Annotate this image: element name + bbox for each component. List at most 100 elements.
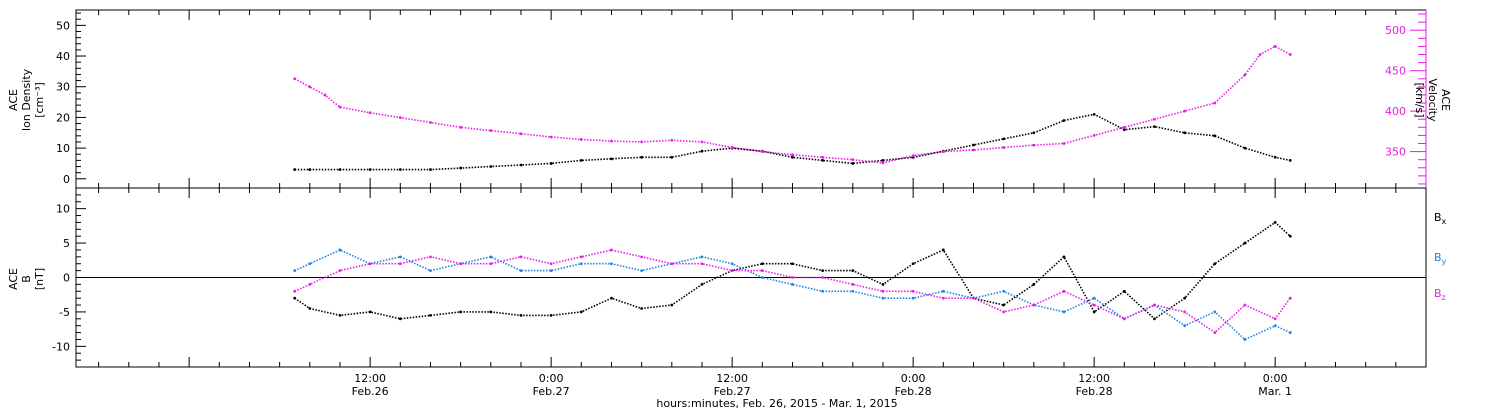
data-point <box>1092 303 1096 307</box>
data-point <box>549 269 553 273</box>
data-point <box>700 282 704 286</box>
data-point <box>1183 131 1187 135</box>
top-plot-points <box>293 45 1292 171</box>
data-point <box>398 317 402 321</box>
data-point <box>791 262 794 266</box>
data-point <box>1153 117 1156 121</box>
data-point <box>640 269 644 273</box>
data-point <box>1183 310 1187 314</box>
data-point <box>1243 303 1247 307</box>
data-point <box>640 140 644 144</box>
data-point <box>821 276 825 279</box>
top-right-tick-label: 400 <box>1385 105 1406 118</box>
data-point <box>851 162 855 165</box>
data-point <box>519 132 523 136</box>
data-point <box>670 262 674 266</box>
data-point <box>308 262 312 266</box>
data-point <box>308 85 312 89</box>
data-point <box>368 111 372 115</box>
x-tick-time-label: 0:00 <box>1263 372 1288 385</box>
data-point <box>851 158 855 162</box>
data-point <box>579 138 583 141</box>
data-point <box>972 148 975 152</box>
top-right-tick-label: 450 <box>1385 65 1406 78</box>
top-right-ylabel-line1: ACE <box>1439 89 1452 111</box>
legend-entry-Bz: Bz <box>1434 287 1446 302</box>
data-point <box>610 139 613 143</box>
data-point <box>489 129 493 132</box>
bottom-ylabel-line3: [nT] <box>33 268 46 290</box>
data-point <box>881 158 885 162</box>
top-left-tick-label: 40 <box>56 50 70 63</box>
top-left-tick-label: 50 <box>56 19 70 32</box>
bottom-ylabel-line1: ACE <box>7 268 20 290</box>
legend: Bx By Bz <box>1434 211 1447 302</box>
bottom-left-tick-label: 10 <box>56 203 70 216</box>
top-left-ylabel-line2: Ion Density <box>20 68 33 131</box>
x-axis: 12:00Feb.260:00Feb.2712:00Feb.270:00Feb.… <box>98 10 1397 398</box>
data-point <box>941 296 945 300</box>
data-point <box>1002 146 1006 149</box>
data-point <box>791 282 794 286</box>
data-point <box>1122 128 1126 132</box>
data-point <box>1062 289 1066 293</box>
data-point <box>429 168 432 171</box>
data-point <box>760 150 764 153</box>
data-point <box>338 269 342 273</box>
data-point <box>1243 241 1247 245</box>
data-point <box>972 143 975 147</box>
data-point <box>791 276 794 279</box>
data-point <box>549 313 553 317</box>
data-point <box>1153 125 1156 129</box>
data-point <box>730 269 734 273</box>
data-point <box>1288 296 1292 300</box>
data-point <box>881 289 885 293</box>
bottom-left-axis: -10 -5 0 5 10 <box>52 194 86 361</box>
data-point <box>941 248 945 252</box>
top-left-tick-label: 20 <box>56 111 70 124</box>
data-point <box>911 154 915 158</box>
bottom-left-tick-label: -10 <box>52 340 70 353</box>
bottom-ylabel-line2: B <box>20 275 33 283</box>
data-point <box>670 303 674 307</box>
data-point <box>640 255 644 259</box>
data-point <box>1092 112 1096 116</box>
x-tick-date-label: Feb.26 <box>352 385 389 398</box>
data-point <box>1213 134 1217 138</box>
data-point <box>1243 146 1247 150</box>
data-point <box>368 262 372 266</box>
data-point <box>700 149 704 153</box>
series-line-Bx <box>294 221 1291 320</box>
data-point <box>760 269 764 273</box>
top-right-ylabel-line3: [km/s] <box>1413 82 1426 117</box>
data-point <box>911 289 915 293</box>
data-point <box>323 93 327 97</box>
data-point <box>1062 255 1066 259</box>
top-left-tick-label: 30 <box>56 81 70 94</box>
data-point <box>1092 310 1096 314</box>
data-point <box>293 168 297 171</box>
top-left-ylabel-line1: ACE <box>7 89 20 111</box>
data-point <box>308 282 312 286</box>
data-point <box>338 168 342 171</box>
data-point <box>1062 310 1066 314</box>
data-point <box>519 255 523 259</box>
data-point <box>972 296 975 300</box>
x-tick-time-label: 12:00 <box>716 372 748 385</box>
data-point <box>640 155 644 159</box>
data-point <box>1153 303 1156 307</box>
top-right-tick-label: 500 <box>1385 24 1406 37</box>
data-point <box>489 310 493 314</box>
data-point <box>1213 310 1217 314</box>
top-left-axis: 0 10 20 30 40 50 <box>56 12 86 186</box>
data-point <box>700 262 704 266</box>
data-point <box>338 248 342 252</box>
data-point <box>881 282 885 286</box>
data-point <box>610 157 613 161</box>
legend-entry-Bx: Bx <box>1434 211 1447 226</box>
bottom-left-tick-label: 0 <box>63 272 70 285</box>
data-point <box>459 310 463 314</box>
data-point <box>1062 119 1066 122</box>
data-point <box>459 262 463 266</box>
data-point <box>670 155 674 159</box>
